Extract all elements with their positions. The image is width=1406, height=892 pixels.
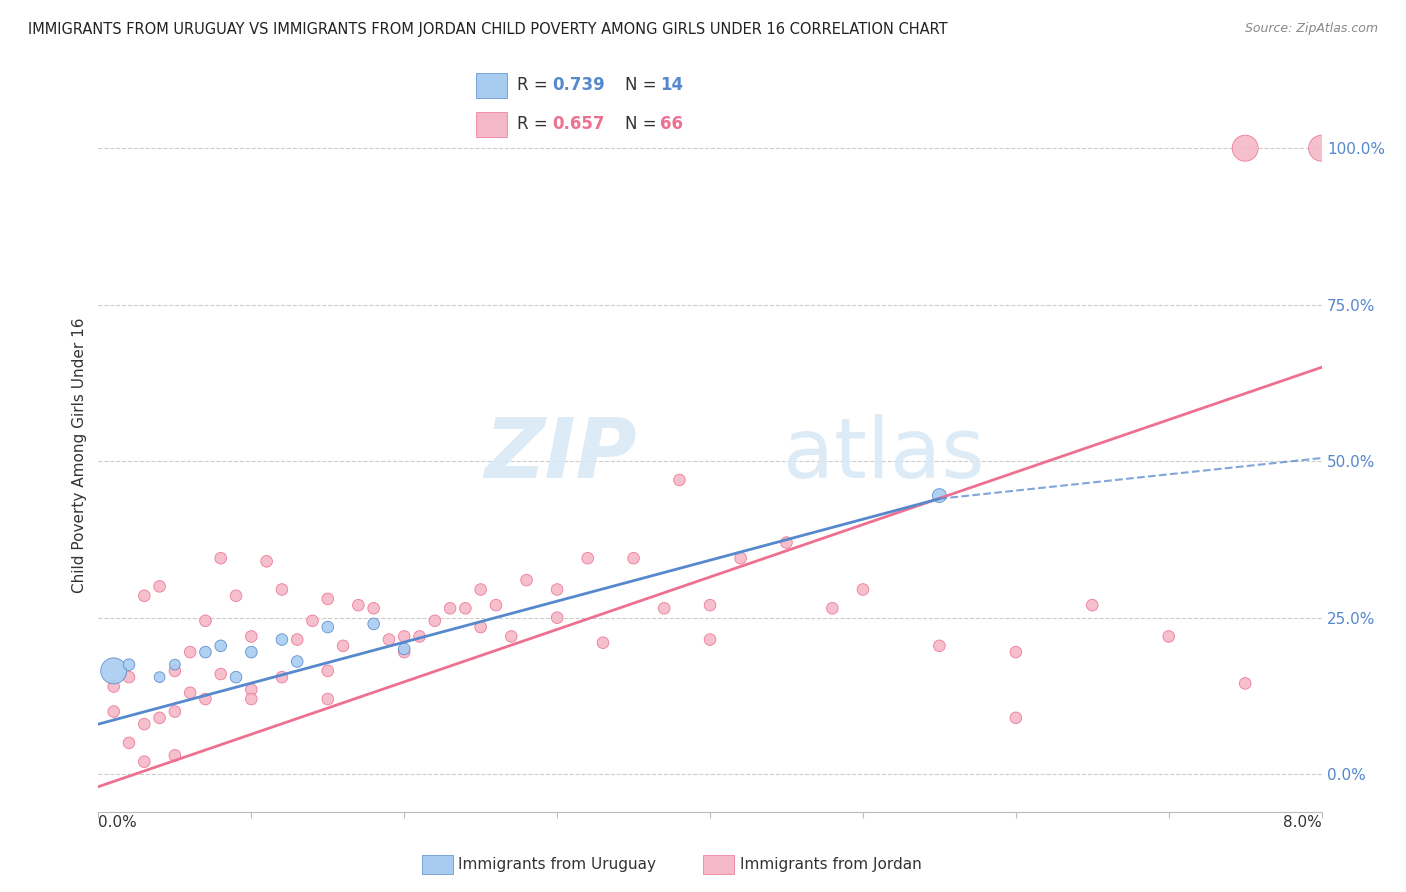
Point <box>392 642 416 657</box>
Point <box>194 614 217 628</box>
Point <box>652 601 675 615</box>
Text: 66: 66 <box>661 115 683 133</box>
Point <box>392 630 416 644</box>
Text: Source: ZipAtlas.com: Source: ZipAtlas.com <box>1244 22 1378 36</box>
Point <box>163 657 186 672</box>
Point <box>194 692 217 706</box>
Point <box>103 680 125 694</box>
Point <box>240 682 263 697</box>
Text: Immigrants from Jordan: Immigrants from Jordan <box>740 857 921 871</box>
Point <box>485 598 508 612</box>
Point <box>118 736 141 750</box>
Point <box>163 705 186 719</box>
Point <box>821 601 844 615</box>
Point <box>179 645 201 659</box>
Point <box>209 639 232 653</box>
Point <box>546 582 568 597</box>
Point <box>576 551 599 566</box>
Text: IMMIGRANTS FROM URUGUAY VS IMMIGRANTS FROM JORDAN CHILD POVERTY AMONG GIRLS UNDE: IMMIGRANTS FROM URUGUAY VS IMMIGRANTS FR… <box>28 22 948 37</box>
Text: ZIP: ZIP <box>484 415 637 495</box>
Point <box>316 692 339 706</box>
Point <box>194 645 217 659</box>
Point <box>225 670 247 684</box>
Point <box>1157 630 1180 644</box>
Text: N =: N = <box>624 77 662 95</box>
Text: Immigrants from Uruguay: Immigrants from Uruguay <box>458 857 657 871</box>
Point <box>363 601 385 615</box>
Point <box>1004 645 1026 659</box>
Point <box>270 632 294 647</box>
Point <box>240 645 263 659</box>
Text: 0.739: 0.739 <box>553 77 605 95</box>
Point <box>316 620 339 634</box>
Text: 14: 14 <box>661 77 683 95</box>
Point <box>592 636 614 650</box>
Point <box>149 711 172 725</box>
Point <box>163 664 186 678</box>
Y-axis label: Child Poverty Among Girls Under 16: Child Poverty Among Girls Under 16 <box>72 318 87 592</box>
Point <box>240 692 263 706</box>
Point <box>470 620 492 634</box>
Text: N =: N = <box>624 115 662 133</box>
Point <box>163 748 186 763</box>
Point <box>423 614 446 628</box>
Text: R =: R = <box>516 77 553 95</box>
Point <box>730 551 752 566</box>
Text: 0.0%: 0.0% <box>98 815 138 830</box>
Point <box>225 589 247 603</box>
Point <box>118 657 141 672</box>
Point <box>1310 141 1333 155</box>
Point <box>118 670 141 684</box>
Point <box>470 582 492 597</box>
Point <box>332 639 354 653</box>
Point <box>546 610 568 624</box>
Point <box>928 489 950 503</box>
Point <box>516 573 538 587</box>
Point <box>285 655 308 669</box>
Text: 0.657: 0.657 <box>553 115 605 133</box>
Point <box>378 632 401 647</box>
Point <box>149 579 172 593</box>
Point <box>668 473 690 487</box>
Text: atlas: atlas <box>783 415 986 495</box>
Bar <box>477 112 508 137</box>
Text: R =: R = <box>516 115 553 133</box>
Point <box>103 664 125 678</box>
Bar <box>477 72 508 98</box>
Point <box>775 535 797 549</box>
Point <box>392 645 416 659</box>
Point <box>179 686 201 700</box>
Point <box>1234 676 1257 690</box>
Point <box>134 589 156 603</box>
Point <box>256 554 278 568</box>
Text: 8.0%: 8.0% <box>1282 815 1322 830</box>
Point <box>103 705 125 719</box>
Point <box>623 551 645 566</box>
Point <box>501 630 523 644</box>
Point <box>270 670 294 684</box>
Point <box>699 632 721 647</box>
Point <box>240 630 263 644</box>
Point <box>928 639 950 653</box>
Point <box>1004 711 1026 725</box>
Point <box>134 717 156 731</box>
Point <box>270 582 294 597</box>
Point <box>209 551 232 566</box>
Point <box>149 670 172 684</box>
Point <box>363 616 385 631</box>
Point <box>408 630 430 644</box>
Point <box>347 598 370 612</box>
Point <box>439 601 461 615</box>
Point <box>852 582 875 597</box>
Point <box>1081 598 1104 612</box>
Point <box>316 664 339 678</box>
Point <box>699 598 721 612</box>
Point <box>285 632 308 647</box>
Point <box>1234 141 1257 155</box>
Point <box>316 591 339 606</box>
Point <box>454 601 477 615</box>
Point <box>301 614 323 628</box>
Point <box>134 755 156 769</box>
Point <box>209 667 232 681</box>
